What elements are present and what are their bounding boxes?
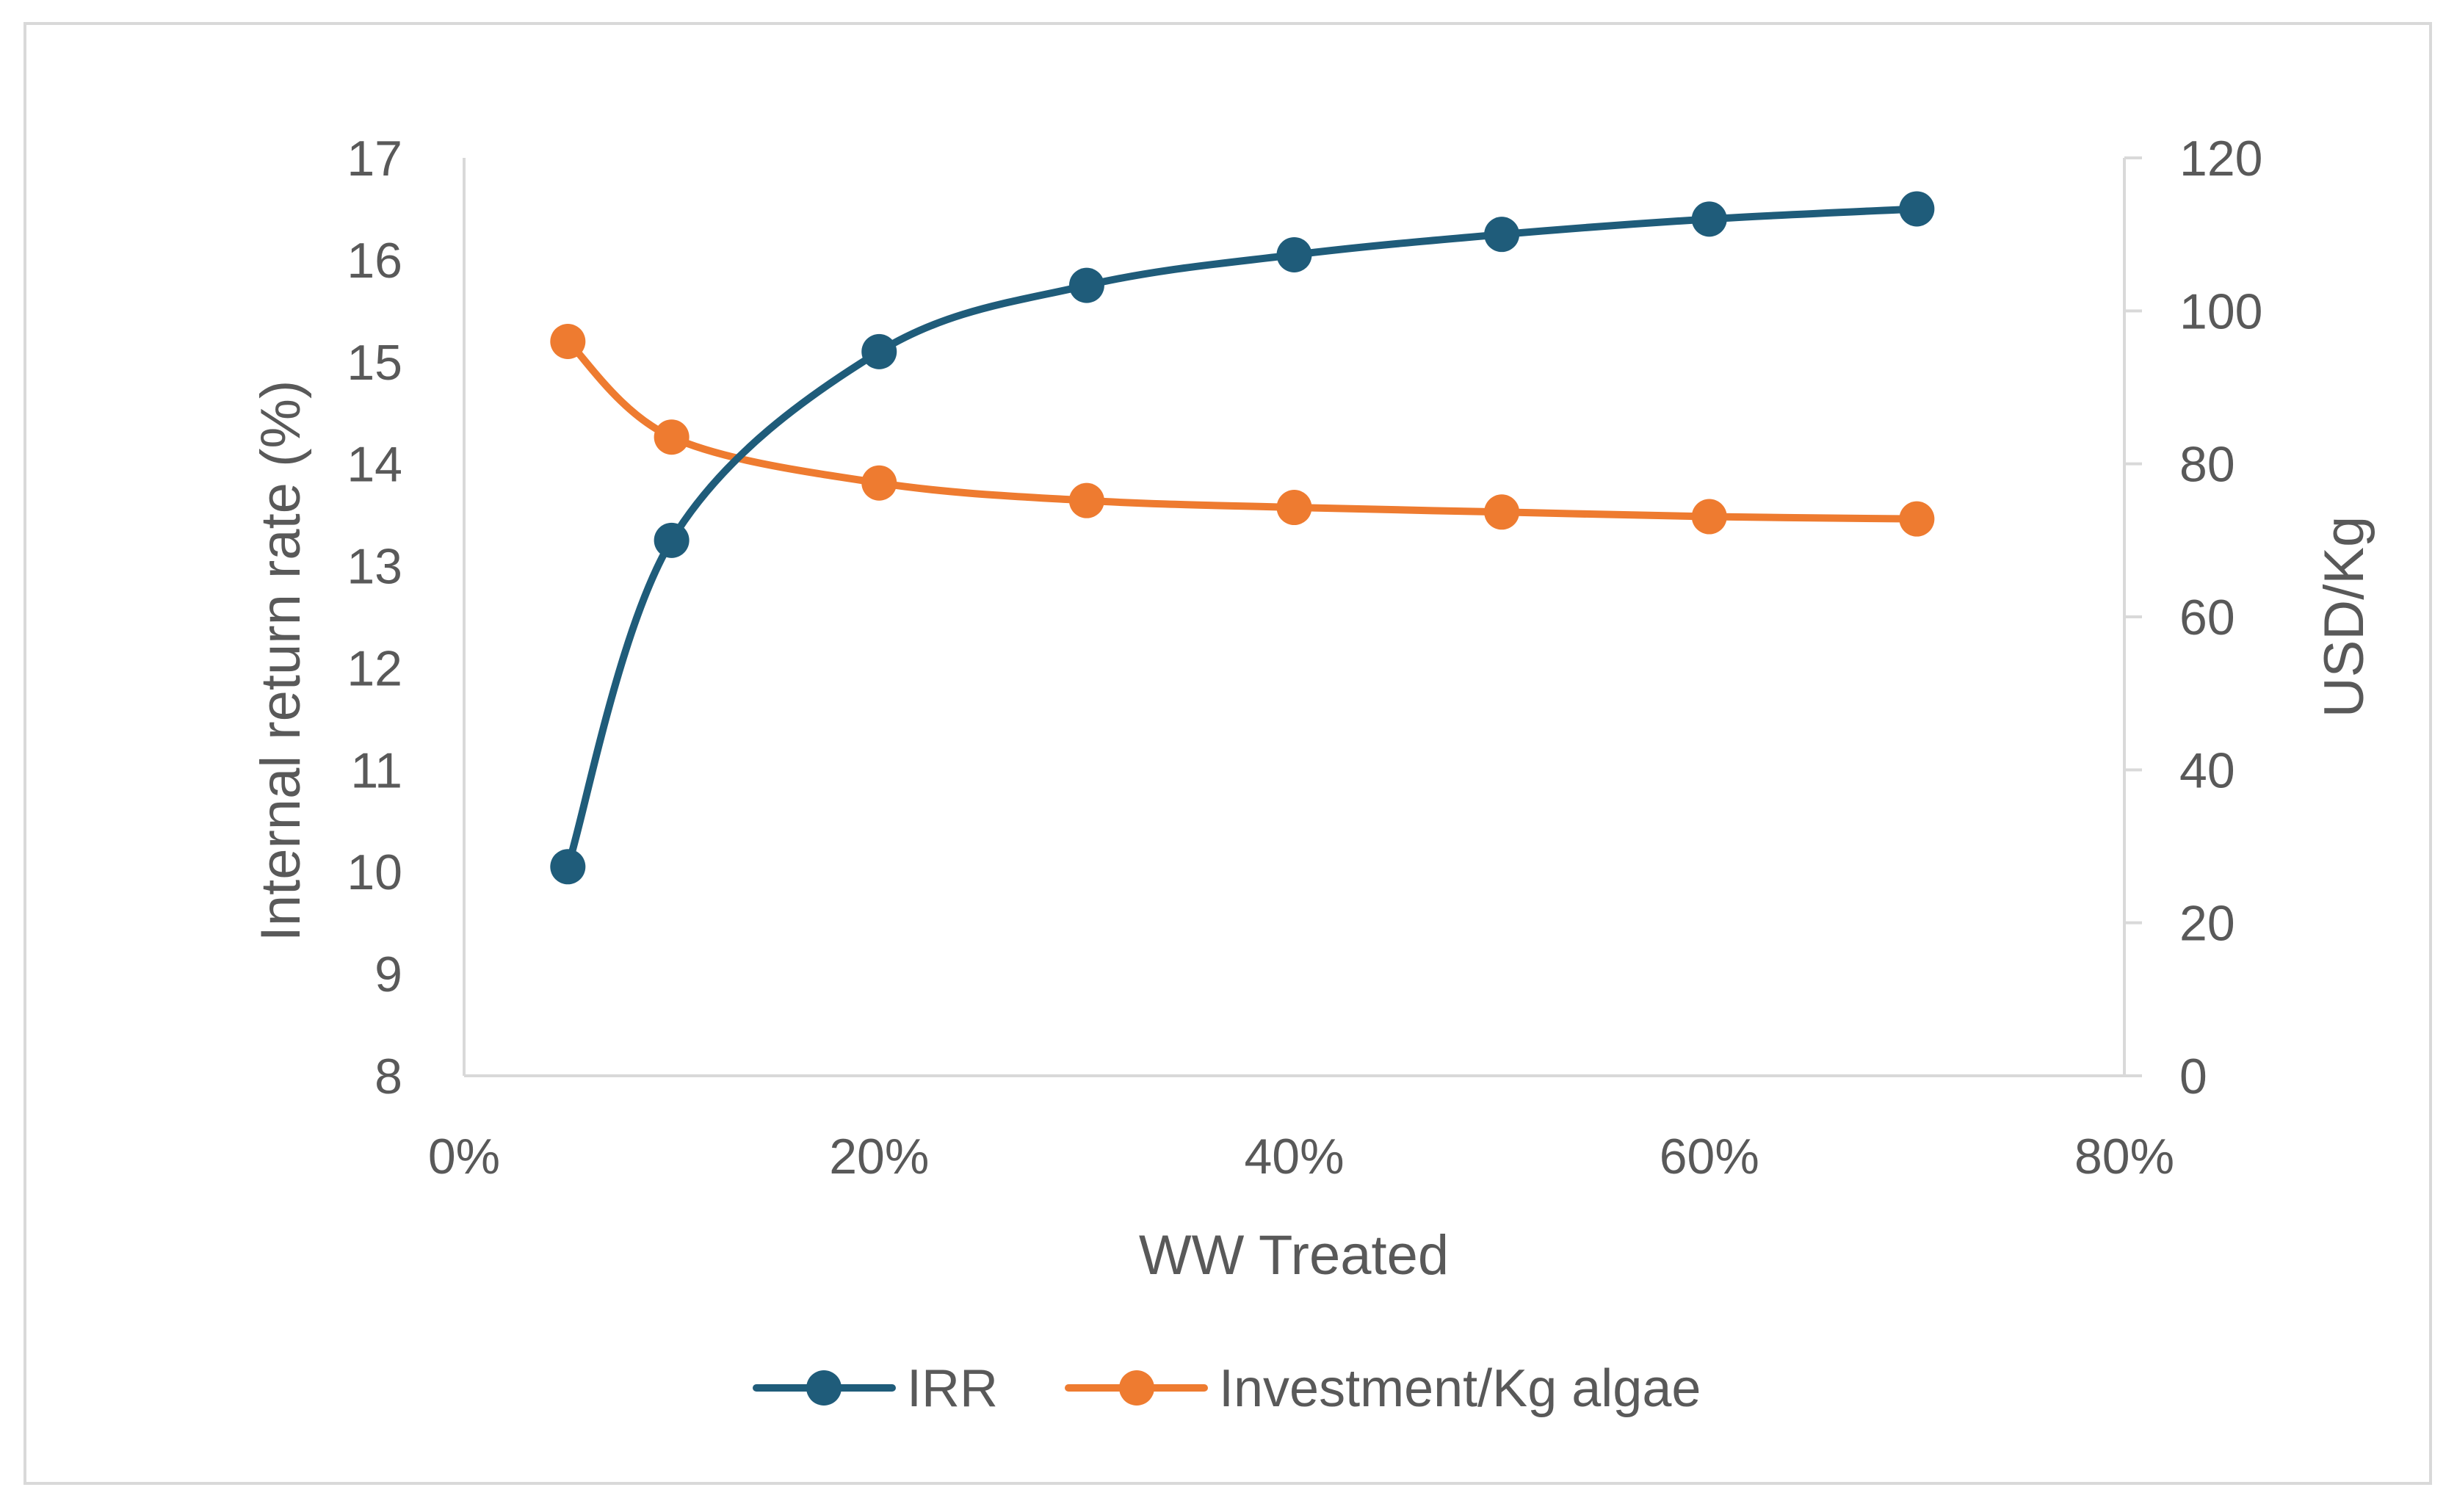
x-tick-label: 20% [829, 1129, 929, 1184]
series-irr [550, 191, 1935, 885]
data-point [1068, 267, 1104, 303]
data-point [654, 419, 690, 455]
x-tick-label: 0% [428, 1129, 500, 1184]
legend-label-irr: IRR [907, 1359, 998, 1418]
data-point [861, 465, 897, 501]
y2-tick-label: 0 [2179, 1049, 2207, 1104]
right-y-tick-marks [2124, 156, 2142, 1077]
y-tick-label: 17 [347, 131, 402, 187]
y2-tick-label: 40 [2179, 742, 2235, 798]
y2-tick-label: 60 [2179, 590, 2235, 645]
left-y-tick-labels: 8 9 10 11 12 13 14 15 16 17 [347, 131, 402, 1104]
data-point [1691, 201, 1727, 237]
right-y-tick-labels: 0 20 40 60 80 100 120 [2179, 131, 2262, 1104]
data-point [1899, 501, 1935, 537]
data-point [1484, 217, 1520, 253]
y-tick-label: 9 [374, 947, 402, 1002]
y-tick-label: 15 [347, 335, 402, 391]
x-tick-label: 80% [2074, 1129, 2174, 1184]
chart-border [23, 22, 2432, 1485]
legend-label-investment: Investment/Kg algae [1219, 1359, 1701, 1418]
data-point [1691, 499, 1727, 535]
data-point [1276, 236, 1312, 272]
legend-swatch-marker-irr [806, 1370, 842, 1406]
y2-tick-label: 120 [2179, 131, 2262, 187]
legend-swatch-marker-investment [1119, 1370, 1154, 1406]
data-point [654, 522, 690, 558]
y-tick-label: 10 [347, 844, 402, 900]
legend-item-irr: IRR [753, 1359, 998, 1418]
y-axis-title: Internal return rate (%) [250, 380, 312, 942]
data-point [550, 324, 586, 359]
legend: IRR Investment/Kg algae [753, 1359, 1701, 1418]
y-tick-label: 14 [347, 437, 402, 493]
x-tick-label: 60% [1660, 1129, 1759, 1184]
series-investment [550, 324, 1935, 537]
x-axis-title: WW Treated [1139, 1224, 1449, 1287]
data-point [1276, 490, 1312, 526]
data-point [1484, 494, 1520, 530]
y2-tick-label: 20 [2179, 896, 2235, 952]
x-tick-label: 40% [1244, 1129, 1344, 1184]
x-tick-labels: 0% 20% 40% 60% 80% [428, 1129, 2174, 1184]
data-point [1899, 191, 1935, 227]
y-tick-label: 13 [347, 539, 402, 595]
y-tick-label: 12 [347, 640, 402, 696]
data-point [1068, 482, 1104, 518]
legend-item-investment: Investment/Kg algae [1065, 1359, 1701, 1418]
y2-tick-label: 80 [2179, 437, 2235, 493]
y2-axis-title: USD/Kg [2313, 516, 2375, 718]
y-tick-label: 11 [350, 742, 402, 798]
series-line [564, 338, 1921, 523]
y2-tick-label: 100 [2179, 283, 2262, 339]
y-tick-label: 16 [347, 233, 402, 289]
data-point [861, 333, 897, 369]
series-layer [550, 191, 1935, 885]
y-tick-label: 8 [374, 1049, 402, 1104]
data-point [550, 849, 586, 885]
